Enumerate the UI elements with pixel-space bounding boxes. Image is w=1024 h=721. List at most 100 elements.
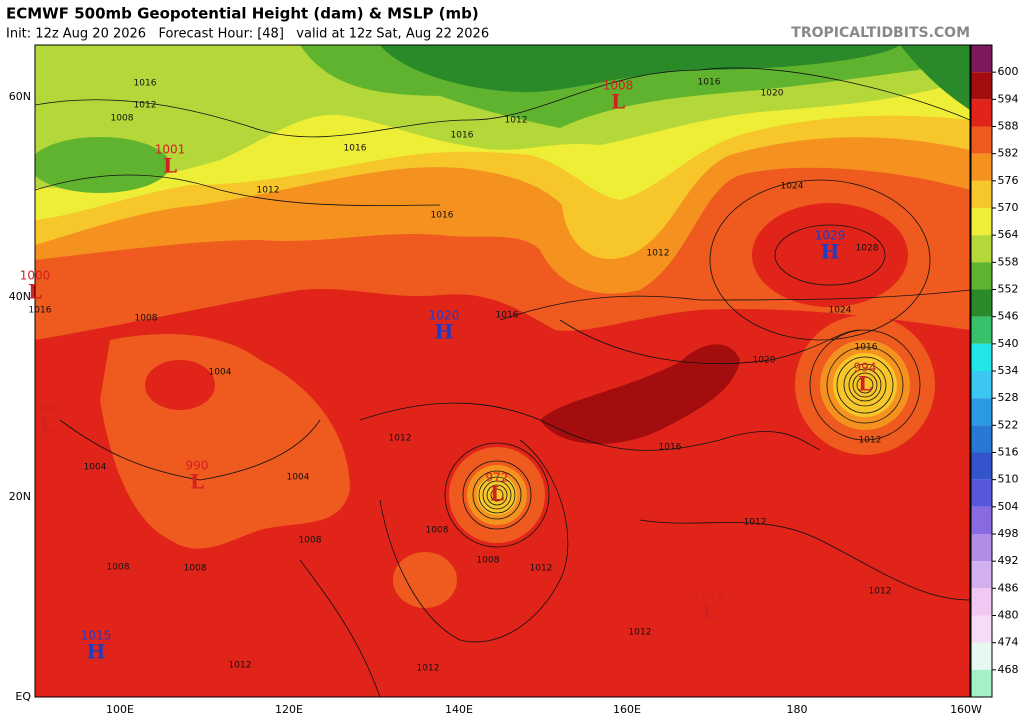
center-pressure: 990 — [186, 459, 209, 473]
colorbar-swatch — [971, 99, 992, 127]
lat-label: 20N — [9, 490, 31, 503]
isobar-label: 1012 — [505, 116, 528, 126]
colorbar-label: 516 — [998, 446, 1019, 459]
center-pressure: 999 — [36, 403, 59, 417]
colorbar-swatch — [971, 235, 992, 263]
colorbar-swatch — [971, 506, 992, 534]
isobar-label: 1012 — [629, 628, 652, 638]
watermark: TROPICALTIDBITS.COM — [791, 25, 970, 41]
colorbar-label: 504 — [998, 500, 1019, 513]
isobar-label: 1024 — [781, 182, 804, 192]
colorbar-swatch — [971, 262, 992, 290]
center-symbol: L — [40, 414, 54, 438]
colorbar-swatch — [971, 371, 992, 399]
isobar-label: 1016 — [855, 343, 878, 353]
isobar-label: 1012 — [869, 587, 892, 597]
center-symbol: H — [821, 240, 840, 264]
isobar-label: 1012 — [647, 249, 670, 259]
center-pressure: 1015 — [81, 629, 112, 643]
isobar-label: 1008 — [299, 536, 322, 546]
isobar-label: 1008 — [426, 526, 449, 536]
colorbar-swatch — [971, 153, 992, 181]
center-symbol: H — [87, 640, 106, 664]
colorbar-label: 486 — [998, 581, 1019, 594]
isobar-label: 1020 — [753, 356, 776, 366]
colorbar-swatch — [971, 316, 992, 344]
colorbar-label: 576 — [998, 174, 1019, 187]
colorbar-swatch — [971, 588, 992, 616]
isobar-label: 1012 — [744, 518, 767, 528]
colorbar-label: 528 — [998, 391, 1019, 404]
center-symbol: L — [190, 470, 204, 494]
lat-label: 40N — [9, 290, 31, 303]
isobar-label: 1024 — [829, 306, 852, 316]
colorbar-swatch — [971, 398, 992, 426]
colorbar-swatch — [971, 642, 992, 670]
isobar-label: 1012 — [389, 434, 412, 444]
colorbar-label: 600 — [998, 65, 1019, 78]
isobar-label: 1016 — [496, 311, 519, 321]
isobar-label: 1016 — [659, 443, 682, 453]
isobar-label: 1012 — [530, 564, 553, 574]
isobar-label: 1008 — [477, 556, 500, 566]
lon-label: 120E — [275, 703, 303, 716]
lat-label: EQ — [15, 690, 31, 703]
center-pressure: 972 — [486, 471, 509, 485]
colorbar-swatch — [971, 180, 992, 208]
colorbar-label: 570 — [998, 201, 1019, 214]
colorbar-label: 480 — [998, 609, 1019, 622]
colorbar-swatch — [971, 208, 992, 236]
colorbar-swatch — [971, 669, 992, 697]
colorbar-label: 492 — [998, 554, 1019, 567]
center-pressure: 1008 — [603, 79, 634, 93]
colorbar-label: 534 — [998, 364, 1019, 377]
center-pressure: 1010 — [694, 589, 725, 603]
colorbar-swatch — [971, 45, 992, 73]
colorbar-swatch — [971, 452, 992, 480]
colorbar-swatch — [971, 561, 992, 589]
colorbar-label: 468 — [998, 663, 1019, 676]
isobar-label: 1008 — [111, 114, 134, 124]
isobar-label: 1016 — [431, 211, 454, 221]
center-symbol: L — [702, 600, 716, 624]
colorbar-swatch — [971, 534, 992, 562]
subtitle: Init: 12z Aug 20 2026 Forecast Hour: [48… — [6, 27, 489, 42]
center-pressure: 1000 — [20, 269, 51, 283]
title: ECMWF 500mb Geopotential Height (dam) & … — [6, 5, 479, 23]
isobar-label: 1012 — [257, 186, 280, 196]
isobar-label: 1012 — [229, 661, 252, 671]
center-symbol: L — [490, 482, 504, 506]
colorbar-swatch — [971, 479, 992, 507]
isobar-label: 1008 — [107, 563, 130, 573]
center-symbol: L — [858, 372, 872, 396]
isobar-label: 1004 — [209, 368, 232, 378]
center-symbol: L — [28, 280, 42, 304]
colorbar-label: 552 — [998, 283, 1019, 296]
colorbar-swatch — [971, 615, 992, 643]
isobar-label: 1012 — [134, 101, 157, 111]
colorbar-swatch — [971, 72, 992, 100]
isobar-label: 1028 — [856, 244, 879, 254]
lon-label: 100E — [106, 703, 134, 716]
center-pressure: 1029 — [815, 229, 846, 243]
colorbar-swatch — [971, 425, 992, 453]
colorbar-label: 594 — [998, 92, 1019, 105]
isobar-label: 1008 — [135, 314, 158, 324]
lon-label: 160E — [613, 703, 641, 716]
isobar-label: 1016 — [134, 79, 157, 89]
isobar-label: 1004 — [84, 463, 107, 473]
isobar-label: 1016 — [29, 306, 52, 316]
colorbar-label: 588 — [998, 120, 1019, 133]
colorbar-label: 582 — [998, 147, 1019, 160]
center-pressure: 1020 — [429, 309, 460, 323]
lon-label: 140E — [445, 703, 473, 716]
colorbar-label: 564 — [998, 228, 1019, 241]
center-pressure: 994 — [854, 361, 877, 375]
map-frame — [34, 44, 971, 698]
colorbar-label: 540 — [998, 337, 1019, 350]
isobar-label: 1016 — [344, 144, 367, 154]
center-pressure: 1001 — [155, 143, 186, 157]
colorbar-label: 522 — [998, 418, 1019, 431]
colorbar-label: 546 — [998, 310, 1019, 323]
